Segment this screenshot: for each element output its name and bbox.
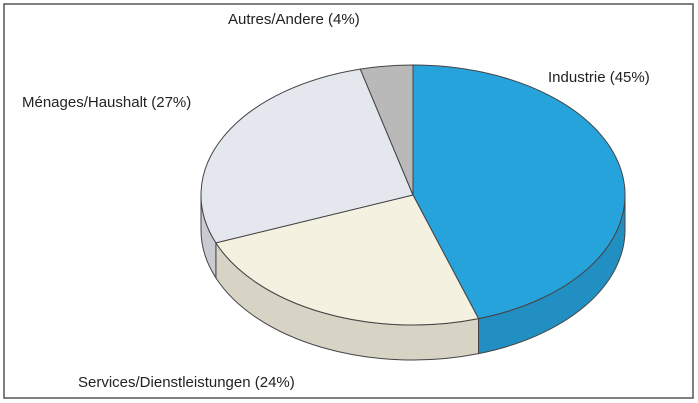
slice (359, 64, 414, 196)
slice-label: Services/Dienstleistungen (24%) (78, 374, 295, 391)
slice (200, 68, 414, 244)
slice-label: Industrie (45%) (548, 69, 650, 86)
slice-label: Autres/Andere (4%) (228, 11, 360, 28)
slice (215, 194, 480, 326)
slice (412, 64, 626, 320)
slice-label: Ménages/Haushalt (27%) (22, 94, 191, 111)
